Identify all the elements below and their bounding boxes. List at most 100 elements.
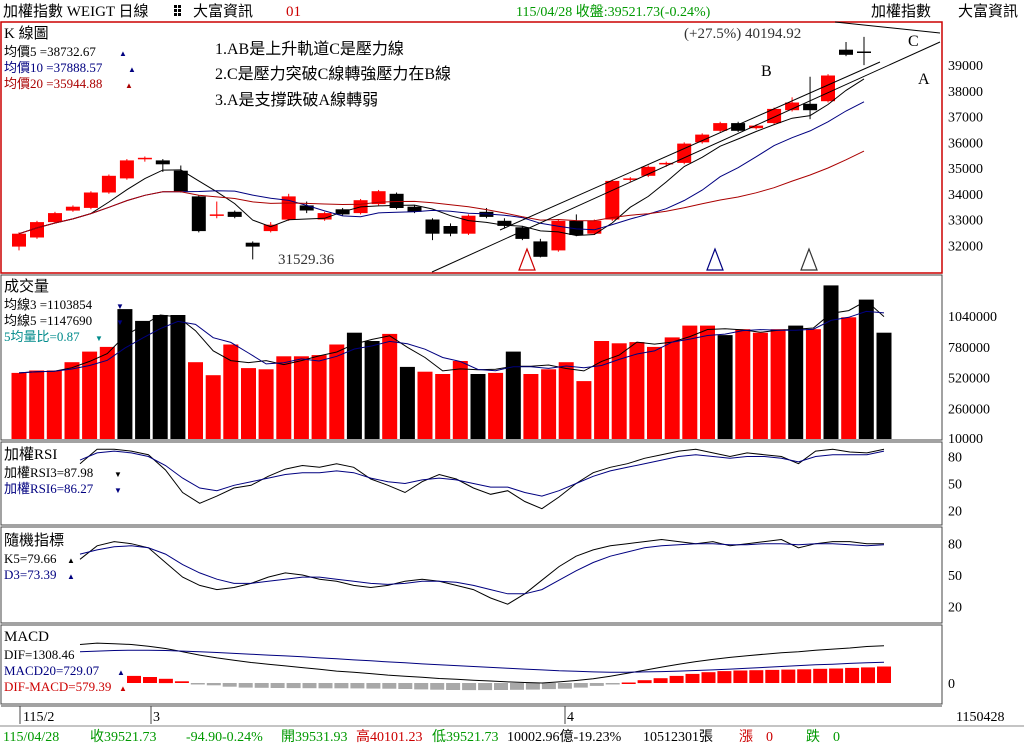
candle-body (623, 178, 638, 180)
volume-bar (170, 315, 186, 439)
macd-histogram-bar (605, 683, 620, 685)
status-bar: 115/04/28 收39521.73 -94.90 -0.24% 開39531… (3, 728, 840, 745)
candle-body (659, 162, 674, 165)
status-low: 低39521.73 (432, 729, 499, 745)
macd-histogram-bar (318, 683, 333, 689)
kline-y-tick-label: 34000 (948, 188, 983, 203)
macd-histogram-bar (669, 675, 684, 683)
volume-bar (117, 309, 133, 439)
candle-body (389, 193, 404, 208)
volume-bar (99, 346, 115, 439)
macd-signal-line (79, 649, 885, 673)
macd-histogram-bar (589, 683, 604, 686)
macd-histogram-bar (781, 669, 796, 683)
macd-histogram-bar (525, 683, 540, 690)
candle-body (605, 180, 620, 220)
macd-histogram-bar (717, 671, 732, 684)
volume-bar (258, 369, 274, 439)
volume-bar (417, 371, 433, 439)
signal-triangle-blue (706, 247, 724, 271)
candle-body (30, 222, 44, 238)
vol-ratio-arrow: ▼ (95, 334, 103, 343)
volume-bar (823, 285, 839, 439)
month-label-3: 4 (567, 710, 574, 725)
chart-symbol: 加權指數 WEIGT 日線 (3, 3, 149, 20)
vol-ma5-arrow: ▼ (116, 318, 124, 327)
volume-bar (205, 375, 221, 439)
candle-body (551, 220, 566, 251)
macd-y-tick-label: 0 (948, 677, 955, 692)
volume-title: 成交量 (4, 277, 49, 295)
volume-bar (276, 356, 292, 439)
volume-bar (805, 329, 821, 439)
vol-ma3-arrow: ▼ (116, 302, 124, 311)
macd-histogram-bar (398, 683, 413, 689)
kline-y-tick-label: 35000 (948, 162, 983, 177)
kd-title: 隨機指標 (4, 532, 64, 549)
volume-bar (647, 346, 662, 439)
candle-body (839, 49, 853, 55)
candle-body (533, 241, 548, 257)
macd-histogram-bar (238, 683, 253, 688)
kd-panel-frame (0, 526, 943, 624)
rsi6-value: 加權RSI6=86.27 (4, 481, 94, 496)
macd-signal: MACD20=729.07 (4, 663, 100, 678)
candle-body (857, 51, 871, 53)
macd-histogram-bar (254, 683, 269, 688)
macd-dif: DIF=1308.46 (4, 647, 75, 662)
volume-bar (770, 329, 786, 439)
volume-bar (188, 362, 203, 439)
candle-body (497, 220, 512, 226)
candle-body (191, 196, 206, 232)
volume-bar (876, 332, 892, 439)
macd-histogram-bar (286, 683, 301, 689)
volume-bar (752, 332, 768, 439)
candle-body (209, 214, 224, 216)
status-amount: 10002.96億-19.23% (507, 729, 622, 745)
macd-histogram-bar (797, 669, 812, 683)
macd-histogram-bar (478, 683, 493, 691)
header-right-name: 加權指數 (871, 3, 931, 20)
trend-line-a (431, 41, 941, 273)
volume-bar (64, 362, 80, 439)
status-percent: -0.24% (222, 730, 263, 745)
kline-ma5: 均價5 =38732.67 (4, 44, 96, 59)
macd-legend: MACD DIF=1308.46 MACD20=729.07 DIF-MACD=… (4, 629, 127, 694)
macd-osc-arrow: ▲ (119, 684, 127, 693)
status-open: 開39531.93 (281, 730, 348, 745)
volume-legend: 成交量 均線3 =1103854 均線5 =1147690 5均量比=0.87 … (4, 277, 124, 344)
kd-k-arrow: ▲ (67, 556, 75, 565)
candle-body (137, 157, 152, 160)
volume-bar (629, 342, 645, 439)
grid-icon[interactable] (174, 5, 181, 16)
volume-y-tick-label: 780000 (948, 341, 990, 356)
trend-line-c (834, 21, 941, 34)
volume-bar (717, 335, 733, 439)
volume-y-tick-label: 260000 (948, 402, 990, 417)
header-quote: 115/04/28 收盤:39521.73(-0.24%) (516, 4, 711, 20)
macd-histogram-bar (813, 668, 828, 684)
volume-layer (11, 285, 892, 439)
trend-label-b: B (761, 63, 772, 80)
status-down-value: 0 (833, 730, 840, 745)
rsi-y-tick-label: 80 (948, 451, 962, 466)
volume-ratio: 5均量比=0.87 (4, 329, 80, 344)
volume-bar (293, 356, 309, 439)
candle-body (173, 170, 188, 192)
macd-histogram-bar (621, 682, 636, 684)
volume-bar (735, 329, 751, 439)
macd-histogram-bar (653, 678, 668, 683)
kd-d-line (79, 543, 885, 595)
rsi6-arrow: ▼ (114, 486, 122, 495)
kline-y-tick-label: 38000 (948, 85, 983, 100)
candle-body (245, 242, 260, 247)
ma20-up-arrow: ▲ (125, 81, 133, 90)
candle-body (299, 205, 314, 211)
ma20-line (18, 150, 865, 235)
high-label: (+27.5%) 40194.92 (684, 26, 801, 42)
volume-bar (470, 374, 486, 439)
volume-bar (311, 355, 327, 439)
status-high: 高40101.23 (356, 728, 423, 745)
macd-panel-frame (0, 624, 943, 705)
status-close: 收39521.73 (90, 729, 157, 745)
